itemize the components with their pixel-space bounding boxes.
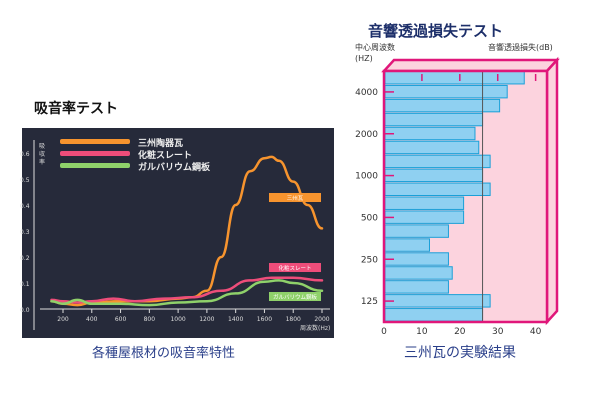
x-axis-label: 音響透過損失(dB) (488, 42, 553, 52)
frame-side (545, 56, 559, 326)
y-axis-label: 収 (39, 151, 45, 158)
x-tick-label: 0 (381, 327, 387, 337)
bar-250 (384, 252, 449, 266)
y-axis-label: 中心周波数 (355, 42, 395, 52)
x-tick-label: 400 (86, 316, 98, 323)
x-tick-label: 1000 (170, 316, 185, 323)
series-tag-label-2: ガルバリウム鋼板 (273, 293, 318, 301)
x-tick-label: 1800 (286, 316, 301, 323)
bar-1000 (384, 168, 484, 183)
y-tick-label: 0.2 (20, 255, 30, 262)
y-tick-label: 500 (361, 213, 378, 223)
x-tick-label: 40 (530, 327, 542, 337)
series-tag-2 (269, 292, 321, 301)
series-tag-label-0: 三州瓦 (287, 195, 304, 202)
y-tick-label: 0.5 (20, 177, 30, 184)
y-tick-label: 0.0 (20, 307, 30, 314)
y-tick-label: 250 (361, 255, 378, 265)
left-chart-caption: 各種屋根材の吸音率特性 (92, 346, 236, 361)
series-tag-1 (269, 263, 321, 272)
x-tick-label: 2000 (314, 316, 329, 323)
bar-315 (384, 238, 430, 252)
legend-swatch-0 (60, 139, 130, 144)
frame-front (382, 69, 549, 324)
legend-label-1: 化粧スレート (138, 149, 192, 161)
y-tick-label: 0.1 (20, 281, 30, 288)
y-tick-label: 0.6 (20, 151, 30, 158)
bar-125 (384, 294, 491, 308)
x-tick-label: 30 (492, 327, 504, 337)
series-tag-label-1: 化粧スレート (278, 264, 311, 272)
y-axis-label: 率 (39, 158, 45, 166)
x-tick-label: 1600 (257, 316, 272, 323)
y-tick-label: 2000 (355, 130, 378, 140)
right-chart-title: 音響透過損失テスト (368, 22, 504, 40)
x-tick-label: 1400 (228, 316, 243, 323)
legend-swatch-1 (60, 151, 130, 156)
legend-label-0: 三州陶器瓦 (138, 137, 183, 149)
bar-630 (384, 196, 465, 210)
bar-5000 (384, 71, 525, 85)
bar-160 (384, 280, 449, 294)
bar-1250 (384, 154, 491, 169)
x-axis-label: 周波数(Hz) (300, 324, 330, 332)
bar-200 (384, 266, 453, 280)
bar-1600 (384, 140, 480, 155)
bar-2000 (384, 126, 476, 141)
series-line-2 (50, 279, 324, 307)
y-tick-label: 1000 (355, 172, 378, 182)
y-tick-label: 125 (361, 297, 378, 307)
bar-800 (384, 182, 491, 197)
y-tick-label: 0.4 (20, 203, 30, 210)
series-line-1 (50, 276, 324, 304)
y-axis-label: (HZ) (355, 54, 373, 63)
x-tick-label: 600 (115, 316, 127, 323)
legend-label-2: ガルバリウム鋼板 (138, 161, 211, 173)
x-tick-label: 20 (454, 327, 466, 337)
bar-500 (384, 210, 465, 224)
y-tick-label: 0.3 (20, 229, 30, 236)
left-chart-title: 吸音率テスト (34, 101, 118, 117)
x-tick-label: 800 (144, 316, 156, 323)
bar-4000 (384, 84, 508, 99)
y-axis-label: 吸 (39, 143, 45, 150)
x-tick-label: 200 (57, 316, 69, 323)
legend-swatch-2 (60, 163, 130, 168)
series-tag-0 (269, 193, 321, 202)
x-tick-label: 1200 (199, 316, 214, 323)
bar-400 (384, 224, 449, 238)
bar-100 (384, 308, 484, 322)
y-tick-label: 4000 (355, 88, 378, 98)
bar-2500 (384, 112, 484, 127)
x-tick-label: 10 (416, 327, 428, 337)
frame-top (381, 58, 560, 73)
right-chart-caption: 三州瓦の実験結果 (404, 345, 516, 361)
